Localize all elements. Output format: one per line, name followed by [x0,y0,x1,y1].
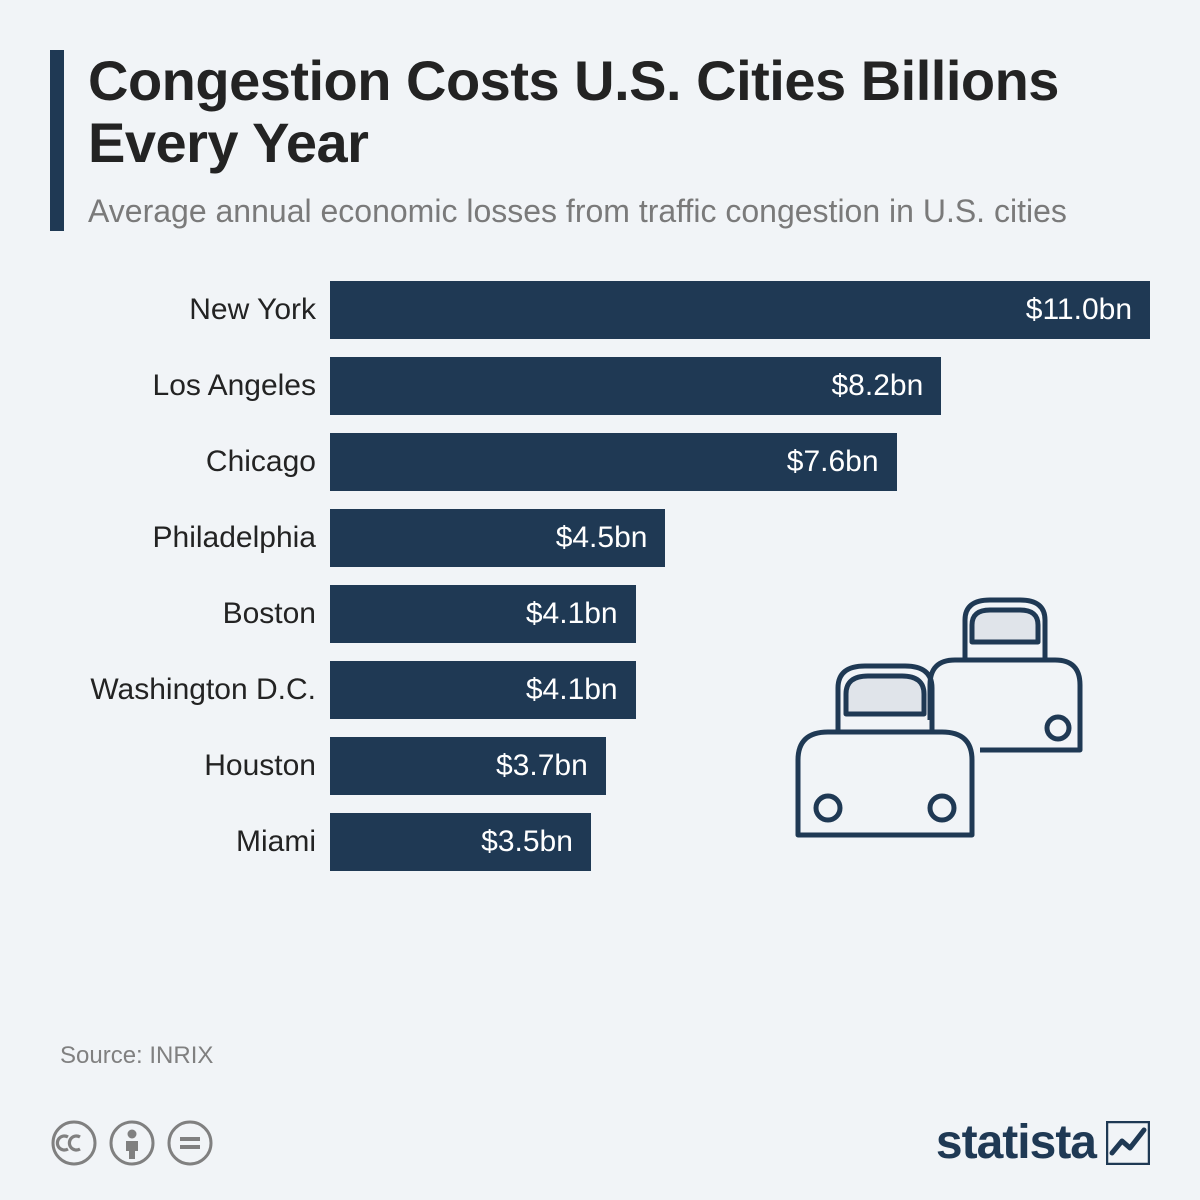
chart-title: Congestion Costs U.S. Cities Billions Ev… [88,50,1150,173]
brand-mark-icon [1106,1121,1150,1165]
bar: $4.1bn [330,661,636,719]
cc-license-icons [50,1119,214,1167]
footer: statista [50,1115,1150,1170]
bar-value: $8.2bn [832,369,924,403]
bar: $3.7bn [330,737,606,795]
nd-icon [166,1119,214,1167]
bar-value: $11.0bn [1026,293,1132,327]
bar-label: Chicago [60,445,330,479]
bar-label: Philadelphia [60,521,330,555]
infographic-page: Congestion Costs U.S. Cities Billions Ev… [0,0,1200,1200]
brand-text: statista [936,1115,1096,1170]
bar-row: Chicago $7.6bn [60,433,1150,491]
bar-label: Miami [60,825,330,859]
bar: $3.5bn [330,813,591,871]
bar: $11.0bn [330,281,1150,339]
bar: $4.5bn [330,509,665,567]
by-icon [108,1119,156,1167]
bar-label: Houston [60,749,330,783]
bar-value: $4.5bn [556,521,648,555]
source-text: Source: INRIX [60,1042,213,1070]
bar-track: $4.5bn [330,509,1150,567]
bar-label: Washington D.C. [60,673,330,707]
bar: $4.1bn [330,585,636,643]
bar-track: $7.6bn [330,433,1150,491]
bar-value: $7.6bn [787,445,879,479]
bar-label: New York [60,293,330,327]
bar-value: $3.5bn [481,825,573,859]
bar-value: $4.1bn [526,597,618,631]
cars-illustration [780,590,1120,840]
bar-track: $11.0bn [330,281,1150,339]
bar: $8.2bn [330,357,941,415]
bar-value: $3.7bn [496,749,588,783]
bar-row: Los Angeles $8.2bn [60,357,1150,415]
bar-value: $4.1bn [526,673,618,707]
bar-label: Los Angeles [60,369,330,403]
bar-label: Boston [60,597,330,631]
brand-logo: statista [936,1115,1150,1170]
bar-row: Philadelphia $4.5bn [60,509,1150,567]
bar: $7.6bn [330,433,897,491]
bar-row: New York $11.0bn [60,281,1150,339]
chart-subtitle: Average annual economic losses from traf… [88,191,1150,231]
cc-icon [50,1119,98,1167]
header: Congestion Costs U.S. Cities Billions Ev… [50,50,1150,231]
bar-track: $8.2bn [330,357,1150,415]
